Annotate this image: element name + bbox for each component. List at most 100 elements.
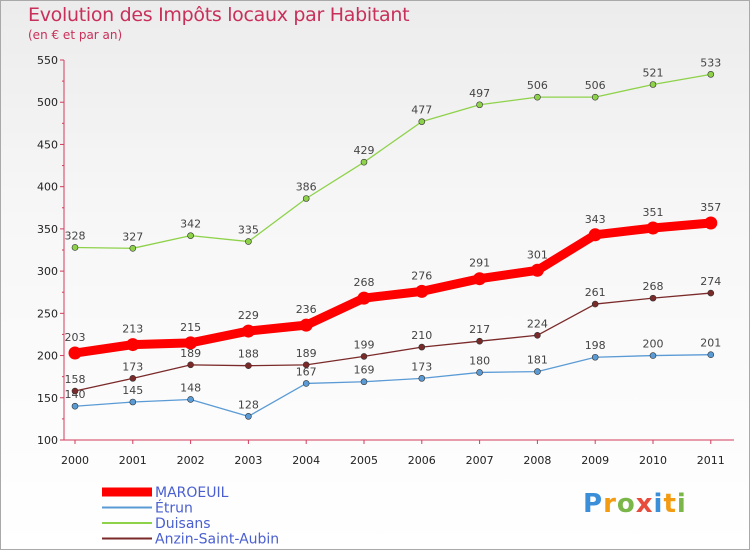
data-label: 201 xyxy=(700,337,721,350)
y-tick-label: 100 xyxy=(37,434,58,447)
data-label: 261 xyxy=(585,286,606,299)
data-label: 210 xyxy=(411,329,432,342)
data-point xyxy=(302,195,310,202)
data-label: 236 xyxy=(296,303,317,316)
data-point xyxy=(476,101,483,109)
data-point xyxy=(707,289,715,297)
data-label: 386 xyxy=(296,180,317,193)
data-label: 328 xyxy=(65,229,86,242)
data-label: 229 xyxy=(238,309,259,322)
series-line xyxy=(74,354,712,418)
legend-label: Anzin-Saint-Aubin xyxy=(155,532,279,548)
data-point xyxy=(534,93,541,101)
logo-letter: o xyxy=(616,489,636,519)
data-label: 158 xyxy=(65,373,86,386)
chart-subtitle: (en € et par an) xyxy=(28,28,123,42)
data-label: 327 xyxy=(122,230,143,243)
x-tick-label: 2005 xyxy=(350,454,378,467)
data-point xyxy=(187,396,194,403)
data-label: 497 xyxy=(469,87,490,100)
x-tick-label: 2001 xyxy=(119,454,147,467)
data-point xyxy=(357,291,371,305)
data-label: 521 xyxy=(643,66,664,79)
x-tick-label: 2002 xyxy=(177,454,205,467)
data-point xyxy=(646,221,660,235)
x-tick-label: 2003 xyxy=(234,454,262,467)
y-tick-label: 300 xyxy=(37,265,58,278)
data-point xyxy=(129,398,137,406)
y-tick-label: 150 xyxy=(37,392,58,405)
y-tick-label: 500 xyxy=(37,96,58,109)
data-point xyxy=(71,244,79,251)
x-tick-label: 2007 xyxy=(466,454,494,467)
data-label: 169 xyxy=(354,364,375,377)
data-label: 215 xyxy=(180,321,201,334)
data-label: 477 xyxy=(411,104,432,117)
x-tick-label: 2009 xyxy=(581,454,609,467)
x-tick-label: 2011 xyxy=(697,454,725,467)
x-tick-label: 2004 xyxy=(292,454,320,467)
data-label: 189 xyxy=(296,347,317,360)
data-label: 199 xyxy=(354,338,375,351)
data-label: 188 xyxy=(238,348,259,361)
data-label: 217 xyxy=(469,323,490,336)
x-tick-label: 2008 xyxy=(523,454,551,467)
logo-letter: P xyxy=(583,489,604,519)
data-label: 506 xyxy=(585,79,606,92)
x-tick-label: 2000 xyxy=(61,454,89,467)
data-point xyxy=(71,402,79,410)
data-label: 343 xyxy=(585,213,606,226)
data-label: 145 xyxy=(122,384,143,397)
data-point xyxy=(591,93,599,101)
y-tick-label: 400 xyxy=(37,181,58,194)
data-point xyxy=(360,158,368,166)
data-point xyxy=(591,300,599,308)
y-tick-label: 550 xyxy=(37,54,58,67)
data-point xyxy=(71,387,79,395)
data-point xyxy=(126,338,140,352)
series-line xyxy=(70,218,716,358)
data-point xyxy=(129,375,137,382)
data-point xyxy=(418,375,426,382)
series-line xyxy=(74,292,712,392)
data-label: 213 xyxy=(122,323,143,336)
data-label: 167 xyxy=(296,365,317,378)
y-tick-label: 450 xyxy=(37,138,58,151)
series-line xyxy=(74,73,712,249)
data-label: 173 xyxy=(411,360,432,373)
data-label: 203 xyxy=(65,331,86,344)
data-point xyxy=(649,294,657,302)
data-point xyxy=(534,368,541,375)
data-point xyxy=(534,331,541,339)
data-label: 189 xyxy=(180,347,201,360)
legend-label: Duisans xyxy=(155,516,211,532)
data-point xyxy=(591,353,599,361)
data-label: 224 xyxy=(527,317,548,330)
data-point xyxy=(707,351,715,359)
x-tick-label: 2010 xyxy=(639,454,667,467)
data-point xyxy=(530,263,544,277)
data-label: 351 xyxy=(643,206,664,219)
data-label: 357 xyxy=(700,201,721,214)
data-label: 533 xyxy=(700,56,721,69)
data-point xyxy=(418,118,426,125)
data-point xyxy=(187,361,194,369)
data-point xyxy=(184,336,198,350)
data-point xyxy=(476,369,483,376)
data-label: 268 xyxy=(354,276,375,289)
data-point xyxy=(302,361,310,369)
data-point xyxy=(129,245,137,252)
data-label: 148 xyxy=(180,381,201,394)
data-point xyxy=(245,362,252,369)
data-label: 140 xyxy=(65,388,86,401)
logo-letter: i xyxy=(676,489,687,519)
data-label: 291 xyxy=(469,257,490,270)
proxiti-logo: Proxiti xyxy=(583,489,687,519)
data-label: 342 xyxy=(180,218,201,231)
logo-letter: i xyxy=(653,489,664,519)
data-label: 173 xyxy=(122,360,143,373)
logo-letter: x xyxy=(635,489,654,519)
data-label: 506 xyxy=(527,79,548,92)
data-point xyxy=(588,228,602,242)
